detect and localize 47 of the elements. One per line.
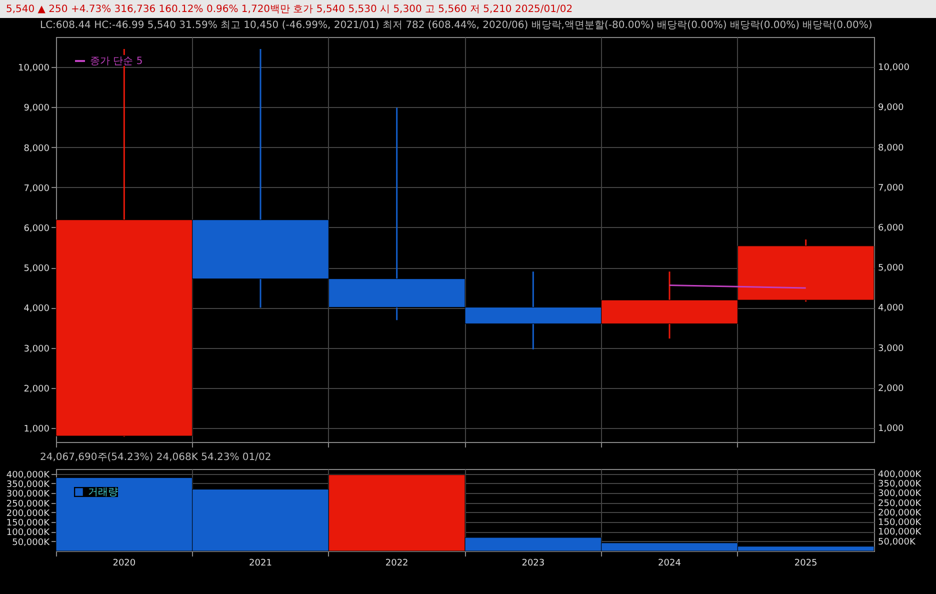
y2-tick-label: 7,000 (878, 183, 904, 194)
text: 24,067,690주(54.23%) 24,068K 54.23% 01/02 (40, 452, 272, 462)
x-tick-label: 2024 (658, 558, 682, 568)
y-tick-label: 200,000K (6, 508, 51, 519)
y-tick-label: 4,000 (24, 304, 50, 314)
y2-tick-label: 9,000 (878, 103, 904, 114)
y-tick-label: 9,000 (24, 104, 50, 114)
y2-tick-label: 5,000 (878, 264, 904, 274)
y-tick-label: 350,000K (6, 480, 51, 490)
y-tick-label: 50,000K (12, 538, 51, 548)
y-tick-label: 7,000 (24, 184, 50, 194)
y2-tick-label: 200,000K (878, 508, 922, 518)
y2-tick-label: 400,000K (878, 470, 922, 480)
legend-label: 거래량 (88, 487, 118, 498)
x-tick-label: 2025 (794, 558, 818, 568)
x-tick-label: 2020 (112, 558, 136, 568)
y-tick-label: 100,000K (6, 528, 51, 538)
y2-tick-label: 10,000 (878, 63, 910, 74)
x-tick-label: 2023 (522, 558, 545, 568)
y-tick-label: 250,000K (6, 499, 51, 510)
y-tick-label: 2,000 (24, 384, 50, 394)
x-tick-label: 2022 (385, 558, 408, 568)
text: LC:608.44 HC:-46.99 5,540 31.59% 최고 10,450 (-46.99%, 2021/01) 최저 782 (608.44%, 2020/06) 배당락,액면분할(-80.00%) 배당락(0.00%) 배당락(0.00%) 배당락(0.00%) (40, 20, 872, 30)
y2-tick-label: 250,000K (878, 498, 922, 509)
y-tick-label: 5,000 (24, 264, 50, 274)
x-tick-label: 2021 (249, 558, 272, 568)
y-tick-label: 6,000 (24, 224, 50, 234)
y-tick-label: 400,000K (6, 470, 51, 480)
y2-tick-label: 50,000K (878, 537, 916, 548)
y2-tick-label: 2,000 (878, 384, 904, 394)
y-tick-label: 8,000 (24, 144, 50, 154)
y-tick-label: 1,000 (24, 424, 50, 434)
y-tick-label: 10,000 (18, 64, 50, 74)
y2-tick-label: 3,000 (878, 344, 904, 354)
text: 5,540 ▲ 250 +4.73% 316,736 160.12% 0.96% 1,720백만 호가 5,540 5,530 시 5,300 고 5,560 저 5,210 2025/01/02 (6, 4, 573, 15)
y2-tick-label: 100,000K (878, 528, 922, 538)
y2-tick-label: 4,000 (878, 304, 904, 314)
y-tick-label: 150,000K (6, 518, 51, 529)
y2-tick-label: 6,000 (878, 223, 904, 234)
y2-tick-label: 350,000K (878, 479, 922, 490)
y-tick-label: 3,000 (24, 344, 50, 354)
legend-label: 종가 단순 5 (90, 56, 143, 67)
y-tick-label: 300,000K (6, 490, 51, 500)
y2-tick-label: 300,000K (878, 489, 922, 500)
y2-tick-label: 8,000 (878, 143, 904, 154)
y2-tick-label: 150,000K (878, 518, 922, 528)
y2-tick-label: 1,000 (878, 424, 904, 434)
